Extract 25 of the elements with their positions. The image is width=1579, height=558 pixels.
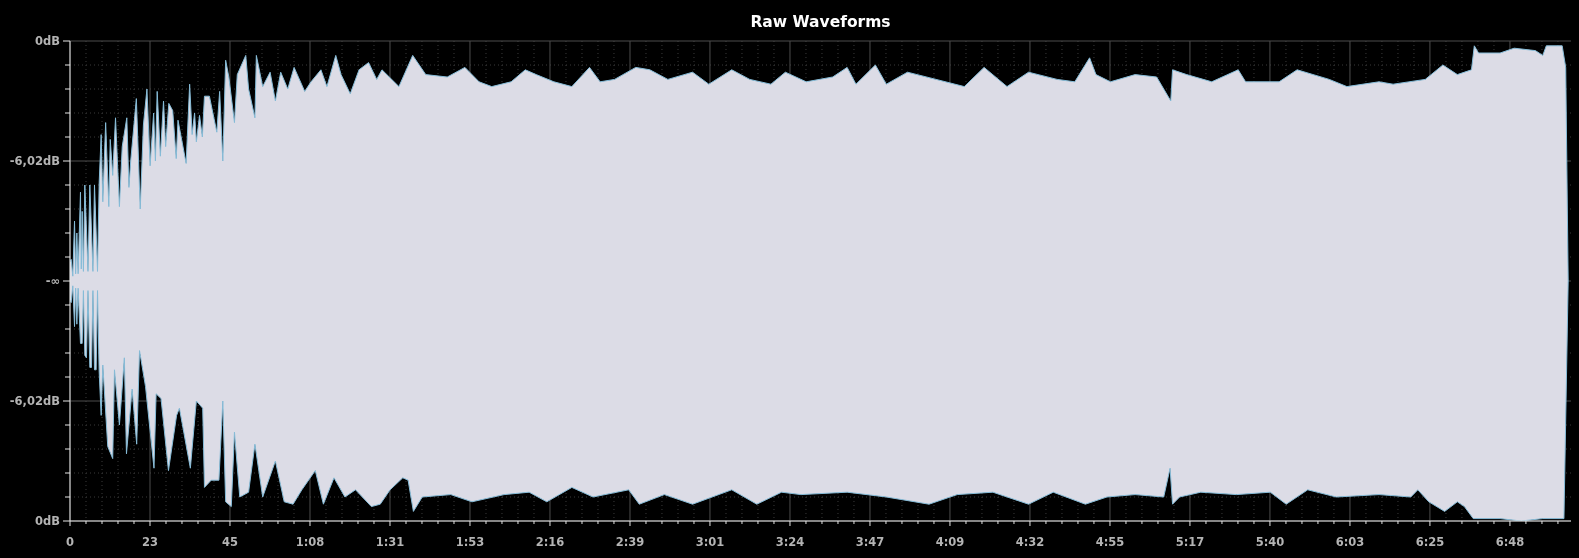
- x-tick-label: 1:08: [295, 535, 325, 549]
- x-tick-label: 4:09: [935, 535, 965, 549]
- x-tick-label: 0: [65, 535, 75, 549]
- x-tick-label: 5:40: [1255, 535, 1285, 549]
- x-tick-label: 2:16: [535, 535, 565, 549]
- chart-title: Raw Waveforms: [749, 12, 892, 32]
- x-tick-label: 3:01: [695, 535, 725, 549]
- x-tick-label: 5:17: [1175, 535, 1205, 549]
- x-tick-label: 3:47: [855, 535, 885, 549]
- x-tick-label: 1:53: [455, 535, 485, 549]
- x-tick-label: 1:31: [375, 535, 405, 549]
- x-tick-label: 2:39: [615, 535, 645, 549]
- text: -∞: [45, 274, 60, 289]
- text: -6,02dB: [9, 154, 60, 169]
- x-tick-label: 6:48: [1495, 535, 1525, 549]
- text: -6,02dB: [9, 394, 60, 409]
- x-tick-label: 6:25: [1415, 535, 1445, 549]
- x-tick-label: 4:32: [1015, 535, 1045, 549]
- x-tick-label: 23: [142, 535, 159, 549]
- text: 0dB: [35, 34, 60, 49]
- text: 0dB: [35, 514, 60, 529]
- x-tick-label: 6:03: [1335, 535, 1365, 549]
- x-tick-label: 3:24: [775, 535, 805, 549]
- x-tick-label: 4:55: [1095, 535, 1125, 549]
- x-tick-label: 45: [221, 535, 238, 549]
